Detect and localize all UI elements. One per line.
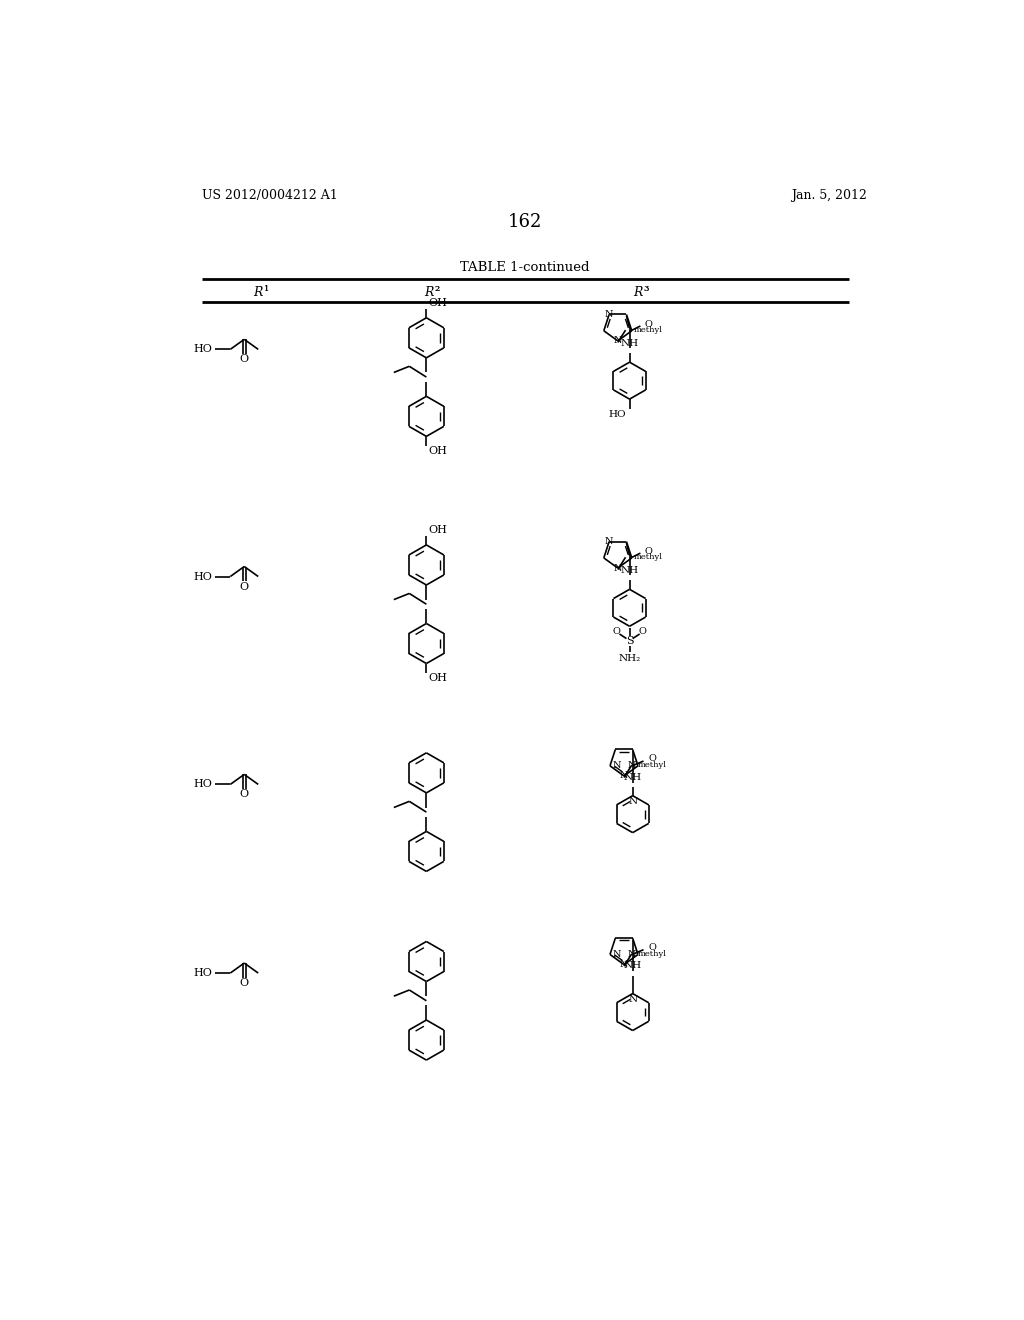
Text: N: N — [613, 564, 622, 573]
Text: O: O — [648, 754, 656, 763]
Text: NH: NH — [621, 566, 639, 576]
Text: 1: 1 — [263, 285, 269, 293]
Text: N: N — [612, 762, 621, 771]
Text: NH: NH — [624, 772, 642, 781]
Text: methyl: methyl — [638, 950, 667, 958]
Text: R: R — [424, 286, 433, 298]
Text: O: O — [644, 319, 652, 329]
Text: methyl: methyl — [633, 326, 663, 334]
Text: 1: 1 — [263, 285, 269, 293]
Text: methyl: methyl — [633, 553, 663, 561]
Text: NH: NH — [624, 961, 642, 970]
Text: NH₂: NH₂ — [618, 655, 641, 663]
Text: R: R — [254, 286, 263, 298]
Text: S: S — [626, 636, 634, 645]
Text: O: O — [639, 627, 647, 636]
Text: N: N — [627, 950, 636, 960]
Text: OH: OH — [428, 298, 446, 308]
Text: N: N — [613, 337, 622, 346]
Text: N: N — [627, 762, 636, 771]
Text: N: N — [628, 995, 637, 1005]
Text: O: O — [240, 789, 249, 800]
Text: 162: 162 — [508, 213, 542, 231]
Text: N: N — [620, 771, 629, 780]
Text: N: N — [612, 950, 621, 960]
Text: 3: 3 — [643, 285, 649, 293]
Text: O: O — [240, 582, 249, 591]
Text: OH: OH — [428, 673, 446, 684]
Text: 2: 2 — [434, 285, 439, 293]
Text: O: O — [240, 978, 249, 989]
Text: US 2012/0004212 A1: US 2012/0004212 A1 — [202, 189, 337, 202]
Text: HO: HO — [609, 411, 627, 418]
Text: TABLE 1-continued: TABLE 1-continued — [460, 261, 590, 275]
Text: N: N — [620, 960, 629, 969]
Text: HO: HO — [194, 968, 212, 978]
Text: HO: HO — [194, 345, 212, 354]
Text: O: O — [240, 354, 249, 364]
Text: N: N — [628, 797, 637, 807]
Text: HO: HO — [194, 779, 212, 789]
Text: O: O — [648, 942, 656, 952]
Text: Jan. 5, 2012: Jan. 5, 2012 — [791, 189, 866, 202]
Text: N: N — [605, 310, 613, 319]
Text: 3: 3 — [643, 285, 649, 293]
Text: O: O — [612, 627, 621, 636]
Text: HO: HO — [194, 572, 212, 582]
Text: OH: OH — [428, 525, 446, 536]
Text: methyl: methyl — [638, 762, 667, 770]
Text: NH: NH — [621, 339, 639, 348]
Text: 2: 2 — [434, 285, 439, 293]
Text: N: N — [605, 537, 613, 546]
Text: OH: OH — [428, 446, 446, 455]
Text: O: O — [644, 546, 652, 556]
Text: R: R — [633, 286, 643, 298]
